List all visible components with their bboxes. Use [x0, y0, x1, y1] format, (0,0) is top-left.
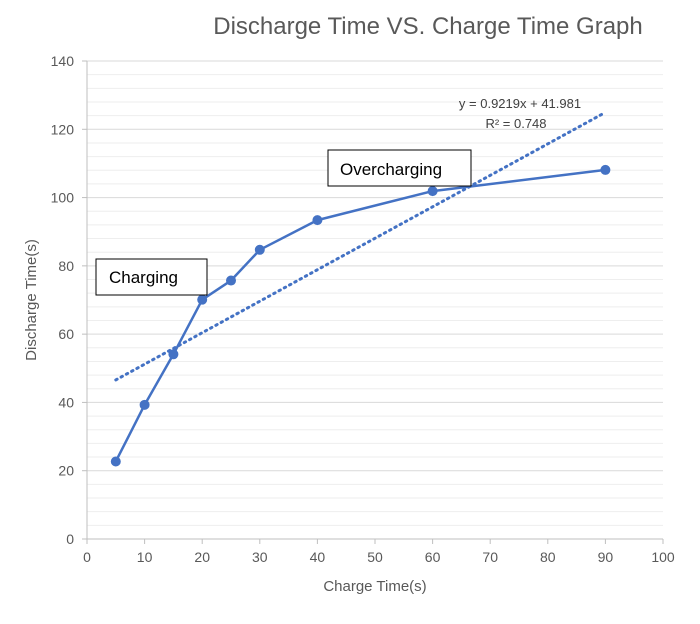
data-point [226, 275, 236, 286]
trendline-r-squared: R² = 0.748 [485, 116, 546, 131]
data-markers [110, 164, 611, 467]
axes [82, 60, 664, 544]
annotation-overcharging-text: Overcharging [340, 160, 442, 179]
y-tick-label: 120 [51, 121, 75, 137]
data-point [427, 186, 438, 197]
x-tick-label: 70 [482, 549, 498, 565]
data-point [197, 294, 208, 305]
data-point [312, 215, 323, 226]
data-point [254, 244, 265, 255]
y-tick-label: 80 [58, 258, 74, 274]
annotation-charging-text: Charging [109, 268, 178, 287]
x-tick-label: 30 [252, 549, 268, 565]
annotation-overcharging: Overcharging [327, 149, 472, 187]
chart-title: Discharge Time VS. Charge Time Graph [213, 13, 643, 40]
y-tick-label: 60 [58, 326, 74, 342]
trendline-equation: y = 0.9219x + 41.981 [459, 96, 581, 111]
y-tick-label: 140 [51, 53, 75, 69]
x-tick-label: 100 [651, 549, 675, 565]
y-tick-label: 40 [58, 394, 74, 410]
x-tick-label: 0 [83, 549, 91, 565]
x-axis-label: Charge Time(s) [323, 578, 426, 595]
trendline [114, 110, 607, 382]
y-tick-label: 0 [66, 531, 74, 547]
y-tick-label: 100 [51, 190, 75, 206]
x-tick-label: 10 [137, 549, 153, 565]
x-tick-label: 90 [598, 549, 614, 565]
x-tick-label: 20 [194, 549, 210, 565]
x-tick-labels: 0 10 20 30 40 50 60 70 80 90 100 [83, 549, 675, 565]
y-tick-labels: 0 20 40 60 80 100 120 140 [51, 53, 75, 547]
x-tick-label: 40 [310, 549, 326, 565]
x-tick-label: 60 [425, 549, 441, 565]
y-axis-label: Discharge Time(s) [23, 239, 40, 361]
data-point [110, 456, 121, 467]
annotation-charging: Charging [95, 258, 208, 296]
grid-lines [87, 60, 663, 526]
data-point [600, 164, 611, 175]
x-tick-label: 50 [367, 549, 383, 565]
y-tick-label: 20 [58, 463, 74, 479]
x-tick-label: 80 [540, 549, 556, 565]
data-point [139, 399, 150, 410]
data-point [168, 349, 179, 360]
series-line [114, 168, 606, 463]
